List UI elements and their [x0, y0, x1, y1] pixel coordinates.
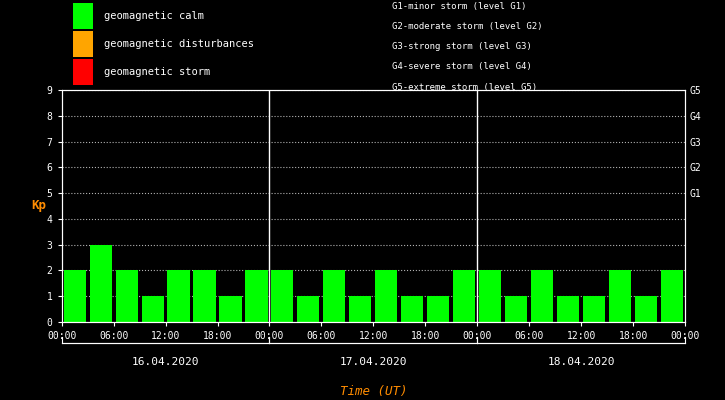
Bar [246, 270, 268, 322]
Text: geomagnetic storm: geomagnetic storm [104, 67, 210, 77]
Text: geomagnetic disturbances: geomagnetic disturbances [104, 39, 254, 49]
Text: G1-minor storm (level G1): G1-minor storm (level G1) [392, 2, 526, 11]
Bar [558, 296, 579, 322]
Bar [220, 296, 241, 322]
Bar [453, 270, 476, 322]
Bar [349, 296, 371, 322]
Bar [661, 270, 683, 322]
Bar [531, 270, 553, 322]
Bar [427, 296, 450, 322]
Text: 18.04.2020: 18.04.2020 [547, 357, 615, 367]
Bar [72, 31, 93, 57]
Bar [90, 245, 112, 322]
Bar [376, 270, 397, 322]
Bar [115, 270, 138, 322]
Bar [297, 296, 320, 322]
Bar [505, 296, 527, 322]
Text: geomagnetic calm: geomagnetic calm [104, 11, 204, 21]
Bar [635, 296, 657, 322]
Bar [271, 270, 294, 322]
Bar [323, 270, 345, 322]
Text: G2-moderate storm (level G2): G2-moderate storm (level G2) [392, 22, 542, 31]
Bar [402, 296, 423, 322]
Text: G5-extreme storm (level G5): G5-extreme storm (level G5) [392, 83, 536, 92]
Bar [64, 270, 86, 322]
Bar [141, 296, 164, 322]
Text: 16.04.2020: 16.04.2020 [132, 357, 199, 367]
Text: G4-severe storm (level G4): G4-severe storm (level G4) [392, 62, 531, 72]
Bar [72, 3, 93, 29]
Bar [167, 270, 189, 322]
Bar [194, 270, 215, 322]
Bar [609, 270, 631, 322]
Text: Time (UT): Time (UT) [339, 385, 407, 398]
Bar [479, 270, 501, 322]
Bar [72, 59, 93, 85]
Text: 17.04.2020: 17.04.2020 [339, 357, 407, 367]
Text: G3-strong storm (level G3): G3-strong storm (level G3) [392, 42, 531, 51]
Bar [583, 296, 605, 322]
Y-axis label: Kp: Kp [31, 200, 46, 212]
